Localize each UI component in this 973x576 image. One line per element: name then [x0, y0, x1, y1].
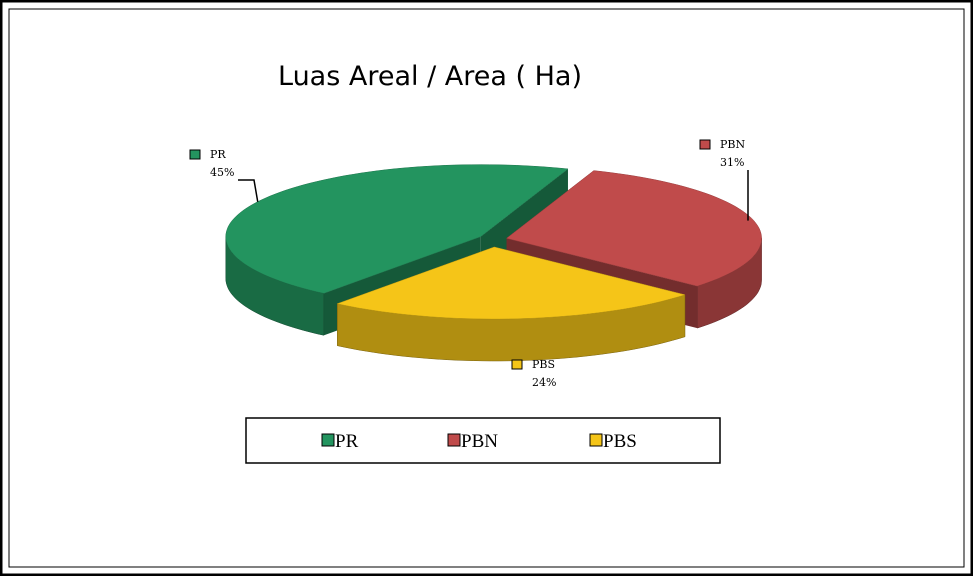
data-labels: PR 45% PBN 31% PBS 24% [189, 138, 749, 389]
legend: PR PBN PBS [321, 431, 637, 452]
legend-label: PBS [603, 431, 637, 452]
legend-label: PBN [461, 431, 498, 452]
label-swatch [189, 149, 201, 160]
label-value: 45% [210, 166, 234, 179]
label-swatch [699, 139, 711, 150]
pie [225, 164, 762, 362]
label-value: 24% [532, 376, 556, 389]
label-value: 31% [720, 156, 744, 169]
label-category: PBN [720, 138, 745, 151]
legend-swatch [447, 433, 461, 447]
pie-slice [506, 170, 762, 287]
pie-slice [225, 164, 569, 294]
pie-slice [336, 246, 686, 320]
chart-title: Luas Areal / Area ( Ha) [278, 61, 582, 92]
label-category: PBS [532, 358, 555, 371]
legend-swatch [321, 433, 335, 447]
legend-label: PR [335, 431, 359, 452]
label-category: PR [210, 148, 226, 161]
label-swatch [511, 359, 523, 370]
leader-line [238, 179, 259, 202]
legend-swatch [589, 433, 603, 447]
